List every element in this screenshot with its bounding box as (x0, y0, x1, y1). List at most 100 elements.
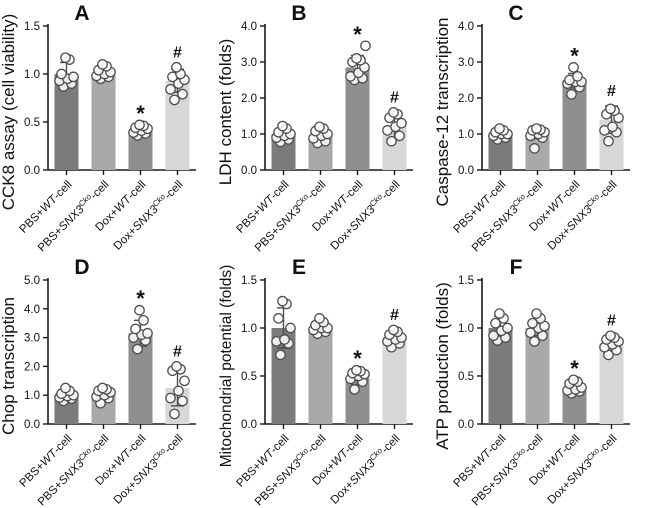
data-point (314, 121, 325, 133)
data-point (68, 71, 79, 83)
y-axis-label: LDH content (folds) (217, 39, 235, 185)
data-point (351, 364, 362, 376)
data-point (566, 89, 577, 100)
data-point (531, 308, 542, 319)
data-point (169, 94, 180, 106)
significance-hash: # (390, 89, 399, 106)
significance-star: * (136, 101, 145, 126)
y-tick-label: 4.0 (24, 304, 40, 316)
bar (308, 328, 333, 424)
data-point (488, 330, 499, 342)
y-tick-label: 0.5 (458, 371, 474, 383)
x-category-label: Dox+SNX3Cko-cell (110, 177, 185, 252)
panel-F: F ATP production (folds) 0.0 0.5 1.0 1.5 PBS+W… (434, 254, 651, 508)
bar (345, 67, 370, 170)
data-point (605, 330, 616, 342)
significance-hash: # (173, 44, 182, 61)
data-point (531, 123, 542, 134)
y-tick-label: 1.0 (241, 129, 257, 141)
y-tick-label: 2.0 (458, 93, 474, 105)
data-point (605, 103, 616, 115)
y-tick-label: 0.5 (241, 371, 257, 383)
data-point (56, 68, 67, 80)
data-point (165, 392, 176, 404)
y-axis-label: Chop transcription (0, 297, 18, 435)
significance-hash: # (173, 343, 182, 360)
bar (91, 74, 116, 170)
data-point (529, 143, 540, 154)
y-axis-label: CCK8 assay (cell viability) (0, 14, 18, 211)
y-axis-label: Caspase-12 transcription (434, 18, 452, 207)
x-category-label: Dox+SNX3Cko-cell (110, 431, 185, 506)
data-point (494, 123, 505, 134)
data-point (386, 135, 397, 147)
data-point (97, 59, 108, 70)
panel-C-plot: C Caspase-12 transcription 0.0 1.0 2.0 3.0 4.0… (434, 2, 630, 254)
data-point (314, 313, 325, 324)
panel-letter: C (508, 2, 523, 25)
data-point (138, 314, 149, 326)
data-point (529, 336, 540, 347)
bar (382, 337, 407, 424)
x-category-label: Dox+SNX3Cko-cell (544, 177, 619, 252)
y-tick-label: 0.0 (24, 165, 40, 177)
data-point (396, 117, 407, 129)
significance-star: * (136, 286, 145, 311)
data-point (171, 61, 182, 73)
y-tick-label: 4.0 (458, 21, 474, 33)
y-tick-label: 1.0 (24, 69, 40, 81)
data-point (388, 107, 399, 118)
data-point (277, 120, 288, 132)
y-tick-label: 1.5 (24, 21, 40, 33)
data-point (502, 322, 513, 334)
data-point (349, 384, 360, 395)
x-category-label: Dox+SNX3Cko-cell (327, 431, 402, 506)
data-point (494, 308, 505, 319)
data-point (177, 395, 188, 407)
panel-A-plot: A CCK8 assay (cell viability) 0.0 0.5 1.0 1.5… (0, 2, 196, 254)
data-point (169, 408, 180, 420)
x-category-label: Dox+SNX3Cko-cell (327, 177, 402, 252)
data-point (179, 375, 190, 387)
y-tick-label: 0.0 (24, 419, 40, 431)
data-point (60, 52, 71, 64)
significance-hash: # (607, 83, 616, 100)
y-axis-label: Mitochondrial potential (folds) (218, 265, 235, 467)
y-tick-label: 5.0 (24, 275, 40, 287)
data-point (285, 322, 296, 334)
y-tick-label: 0.0 (241, 165, 257, 177)
data-point (142, 327, 153, 339)
data-point (171, 361, 182, 372)
y-tick-label: 3.0 (458, 57, 474, 69)
y-tick-label: 0.5 (24, 117, 40, 129)
data-point (351, 53, 362, 64)
panel-A: A CCK8 assay (cell viability) 0.0 0.5 1.0 1.5… (0, 0, 217, 254)
data-point (130, 323, 141, 335)
data-point (132, 343, 143, 355)
data-point (490, 317, 501, 329)
panel-B: B LDH content (folds) 0.0 1.0 2.0 3.0 4.0 PBS+W… (217, 0, 434, 254)
y-tick-label: 1.5 (241, 275, 257, 287)
data-point (394, 130, 405, 142)
x-category-label: Dox+SNX3Cko-cell (544, 431, 619, 506)
y-tick-label: 1.0 (458, 323, 474, 335)
data-point (97, 382, 108, 394)
y-tick-label: 0.0 (458, 419, 474, 431)
y-tick-label: 2.0 (241, 93, 257, 105)
panel-D: D Chop transcription 0.0 1.0 2.0 3.0 4.0 5.0 PBS… (0, 254, 217, 508)
data-point (134, 304, 145, 316)
data-point (607, 121, 618, 133)
data-point (165, 84, 176, 95)
data-point (177, 88, 188, 100)
panel-letter: E (292, 256, 306, 279)
y-tick-label: 0.0 (241, 419, 257, 431)
y-tick-label: 3.0 (24, 333, 40, 345)
data-point (173, 385, 184, 397)
panel-letter: D (74, 256, 89, 279)
y-tick-label: 0.0 (458, 165, 474, 177)
y-tick-label: 1.0 (458, 129, 474, 141)
